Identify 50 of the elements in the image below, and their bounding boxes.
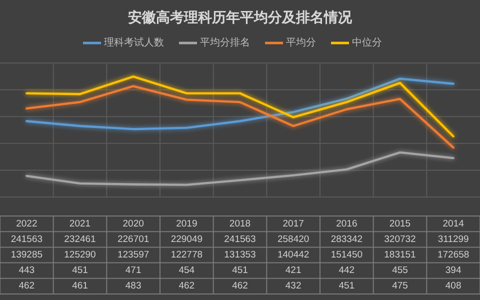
- title: 安徽高考理科历年平均分及排名情况: [128, 9, 352, 25]
- x-tick-label: 2020: [122, 218, 144, 230]
- data-label: 475: [392, 280, 408, 292]
- data-label: 451: [338, 280, 355, 292]
- data-label: 172658: [437, 250, 470, 260]
- data-label: 229049: [170, 234, 203, 245]
- data-label: 451: [232, 265, 248, 276]
- data-label: 311299: [438, 234, 469, 245]
- legend-label: 平均分: [286, 36, 316, 48]
- x-tick-label: 2022: [16, 218, 38, 230]
- x-tick-label: 2018: [229, 218, 251, 230]
- data-label: 131353: [224, 250, 256, 260]
- data-label: 320732: [384, 234, 416, 245]
- data-label: 394: [445, 265, 462, 276]
- data-label: 462: [178, 280, 195, 292]
- data-label: 451: [72, 265, 88, 276]
- x-tick-label: 2021: [69, 218, 91, 230]
- data-label: 462: [232, 280, 248, 292]
- data-label: 226701: [117, 234, 150, 245]
- data-label: 151450: [330, 250, 363, 260]
- data-label: 442: [338, 265, 355, 276]
- data-label: 461: [72, 280, 88, 292]
- data-label: 454: [178, 265, 195, 276]
- legend-label: 平均分排名: [200, 36, 250, 48]
- data-label: 408: [445, 280, 462, 292]
- data-label: 421: [285, 265, 302, 276]
- data-label: 232461: [64, 234, 96, 245]
- legend-label: 中位分: [352, 36, 382, 48]
- x-tick-label: 2017: [282, 218, 304, 230]
- data-label: 241563: [224, 234, 256, 245]
- data-label: 471: [125, 265, 142, 276]
- data-label: 122778: [170, 250, 203, 260]
- data-label: 258420: [277, 234, 310, 245]
- data-label: 283342: [330, 234, 363, 245]
- data-label: 432: [285, 280, 302, 292]
- data-label: 139285: [10, 250, 43, 260]
- data-label: 183151: [384, 250, 416, 260]
- data-label: 140442: [277, 250, 310, 260]
- data-label: 462: [18, 280, 35, 292]
- x-tick-label: 2019: [176, 218, 198, 230]
- x-tick-label: 2014: [442, 218, 464, 230]
- x-tick-label: 2015: [389, 218, 411, 230]
- data-label: 483: [125, 280, 142, 292]
- x-tick-label: 2016: [336, 218, 358, 230]
- legend-label: 理科考试人数: [104, 36, 164, 48]
- data-label: 455: [392, 265, 408, 276]
- data-label: 443: [18, 265, 35, 276]
- data-label: 125290: [64, 250, 96, 260]
- data-label: 241563: [10, 234, 43, 245]
- data-label: 123597: [117, 250, 150, 260]
